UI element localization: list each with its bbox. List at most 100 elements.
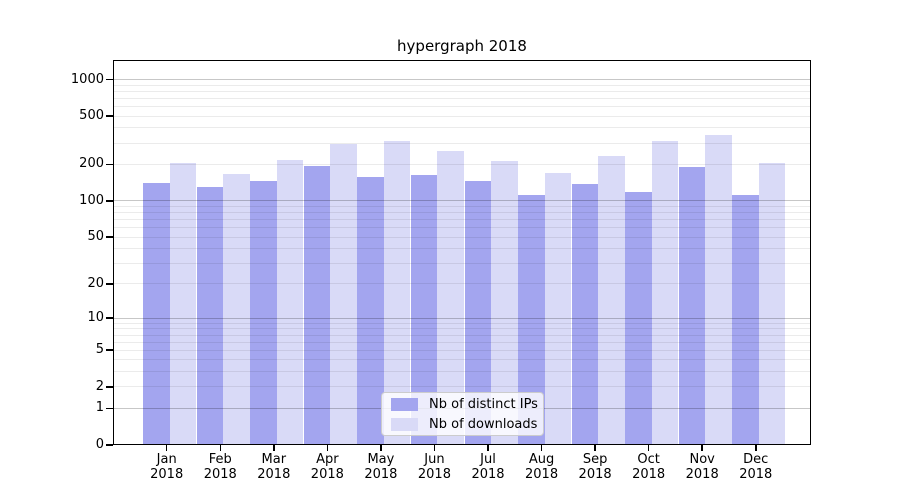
chart-title: hypergraph 2018 [397, 37, 527, 55]
x-tick-label-dec: Dec 2018 [724, 452, 788, 482]
year-label: 2018 [257, 467, 291, 482]
legend-label-distinct-ips: Nb of distinct IPs [429, 396, 538, 412]
x-tick-sep [594, 445, 596, 451]
gridline-600 [113, 106, 811, 108]
gridline-500 [113, 115, 811, 117]
month-label: Jul [480, 452, 496, 467]
x-tick-label-oct: Oct 2018 [617, 452, 681, 482]
gridline-1000 [113, 79, 811, 81]
bar-distinct-ips-sep [571, 184, 599, 445]
gridline-800 [113, 90, 811, 92]
month-label: Aug [528, 452, 555, 467]
y-tick-100 [106, 200, 113, 202]
y-tick-label-10: 10 [87, 310, 104, 326]
x-tick-nov [701, 445, 703, 451]
bar-downloads-feb [223, 174, 250, 445]
month-label: Jan [156, 452, 177, 467]
month-label: Feb [208, 452, 232, 467]
x-tick-label-mar: Mar 2018 [242, 452, 306, 482]
x-tick-label-sep: Sep 2018 [563, 452, 627, 482]
y-tick-200 [106, 163, 113, 166]
month-label: Dec [743, 452, 769, 467]
y-tick-20 [106, 283, 113, 285]
gridline-400 [113, 127, 811, 129]
x-tick-mar [273, 445, 275, 451]
legend-label-downloads: Nb of downloads [429, 416, 538, 432]
plot-area [113, 60, 811, 445]
bar-distinct-ips-mar [250, 180, 277, 445]
legend-swatch-distinct-ips [391, 397, 418, 411]
legend-item-distinct-ips: Nb of distinct IPs [388, 396, 538, 412]
y-tick-label-200: 200 [79, 156, 104, 172]
x-tick-aug [540, 445, 543, 451]
bar-distinct-ips-apr [303, 165, 331, 445]
x-tick-label-jun: Jun 2018 [402, 452, 466, 482]
month-label: Jun [424, 452, 445, 467]
year-label: 2018 [417, 467, 451, 482]
year-label: 2018 [525, 467, 559, 482]
gridline-900 [113, 84, 811, 86]
bar-downloads-aug [544, 172, 572, 445]
y-tick-5 [106, 349, 113, 351]
year-label: 2018 [471, 467, 505, 482]
x-tick-may [380, 445, 382, 451]
bar-downloads-apr [330, 143, 357, 445]
y-tick-0 [106, 444, 113, 446]
year-label: 2018 [310, 467, 344, 482]
bar-downloads-oct [651, 140, 679, 445]
year-label: 2018 [150, 467, 184, 482]
bar-distinct-ips-nov [678, 167, 706, 445]
y-tick-label-20: 20 [87, 275, 104, 291]
legend-item-downloads: Nb of downloads [388, 417, 537, 432]
legend: Nb of distinct IPs Nb of downloads [381, 392, 544, 436]
x-tick-dec [755, 445, 757, 451]
x-tick-label-may: May 2018 [349, 452, 413, 482]
x-tick-label-aug: Aug 2018 [510, 452, 574, 482]
month-label: May [367, 452, 395, 467]
year-label: 2018 [203, 467, 237, 482]
x-tick-jun [433, 445, 436, 451]
y-tick-label-0: 0 [95, 437, 104, 452]
gridline-700 [113, 97, 811, 99]
y-tick-label-2: 2 [95, 378, 104, 394]
x-tick-feb [219, 445, 221, 451]
y-tick-label-50: 50 [87, 229, 104, 245]
y-tick-500 [106, 115, 113, 117]
y-tick-10 [106, 317, 113, 319]
bar-downloads-dec [758, 162, 786, 445]
bar-distinct-ips-oct [625, 192, 652, 445]
x-tick-apr [326, 445, 329, 451]
y-tick-1000 [106, 78, 113, 81]
month-label: Sep [582, 452, 608, 467]
x-tick-jan [165, 445, 168, 451]
x-tick-label-nov: Nov 2018 [670, 452, 734, 482]
y-tick-label-5: 5 [95, 342, 104, 358]
x-tick-label-apr: Apr 2018 [295, 452, 359, 482]
y-tick-label-500: 500 [79, 108, 104, 124]
y-tick-1 [106, 407, 113, 410]
x-tick-oct [647, 445, 650, 451]
bar-distinct-ips-may [357, 176, 384, 445]
month-label: Nov [689, 452, 715, 467]
bar-downloads-sep [598, 156, 625, 445]
bar-downloads-jan [169, 163, 197, 445]
y-tick-label-1: 1 [95, 400, 104, 416]
bar-distinct-ips-jan [143, 183, 170, 445]
legend-swatch-downloads [391, 417, 418, 431]
x-tick-label-jul: Jul 2018 [456, 452, 520, 482]
y-tick-50 [106, 236, 113, 238]
y-tick-label-100: 100 [79, 192, 104, 208]
year-label: 2018 [739, 467, 773, 482]
year-label: 2018 [685, 467, 719, 482]
month-label: Apr [316, 452, 339, 467]
bar-distinct-ips-feb [196, 186, 224, 445]
month-label: Mar [261, 452, 287, 467]
month-label: Oct [637, 452, 660, 467]
bar-downloads-mar [276, 159, 304, 445]
y-tick-2 [106, 386, 113, 388]
x-tick-label-jan: Jan 2018 [135, 452, 199, 482]
y-tick-label-1000: 1000 [70, 71, 104, 87]
bar-distinct-ips-dec [732, 195, 759, 445]
year-label: 2018 [578, 467, 612, 482]
